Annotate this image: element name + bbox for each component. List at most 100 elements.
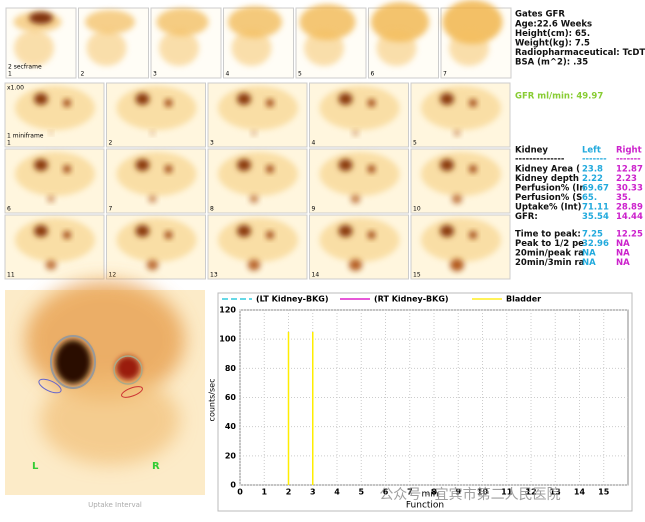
scan-frame: 12 bbox=[106, 214, 206, 280]
scan-frame: 7 bbox=[106, 148, 206, 214]
bladder bbox=[247, 259, 261, 271]
activity bbox=[319, 218, 400, 262]
scan-frame: 6 bbox=[368, 2, 439, 79]
scan-frame: 6 bbox=[4, 148, 105, 214]
activity bbox=[218, 86, 298, 130]
right-kidney bbox=[164, 231, 173, 239]
frame-number: 7 bbox=[443, 71, 447, 78]
frame-caption: 2 secframe bbox=[8, 64, 42, 71]
bladder bbox=[352, 130, 359, 136]
legend-label: (RT Kidney-BKG) bbox=[374, 295, 449, 304]
activity bbox=[218, 218, 298, 262]
x-tick-label: 15 bbox=[598, 488, 610, 497]
activity bbox=[159, 30, 199, 66]
patient-info: Weight(kg): 7.5 bbox=[515, 39, 590, 49]
x-tick-label: 8 bbox=[431, 488, 437, 497]
table-cell: Left bbox=[582, 146, 601, 156]
activity bbox=[319, 152, 400, 196]
activity bbox=[421, 218, 501, 262]
scan-frame: 5 bbox=[295, 4, 367, 79]
legend-label: (LT Kidney-BKG) bbox=[256, 295, 329, 304]
y-axis-label: counts/sec bbox=[208, 379, 217, 422]
table-cell: Kidney depth bbox=[515, 174, 579, 184]
activity bbox=[85, 10, 135, 34]
chart-frame bbox=[217, 292, 633, 512]
table-cell: Kidney Area ( bbox=[515, 165, 580, 175]
table-cell: Peak to 1/2 pe bbox=[515, 239, 584, 249]
frame-number: 6 bbox=[371, 71, 375, 78]
frame-number: 1 bbox=[8, 71, 12, 78]
left-kidney bbox=[440, 225, 454, 237]
right-kidney bbox=[367, 231, 376, 239]
right-kidney bbox=[266, 99, 274, 107]
scan-frame: 8 bbox=[207, 148, 308, 214]
frame-caption: 1 miniframe bbox=[7, 133, 44, 140]
table-cell: NA bbox=[582, 258, 596, 268]
activity bbox=[14, 30, 54, 66]
frame-number: 6 bbox=[7, 206, 11, 213]
right-kidney bbox=[469, 165, 477, 173]
bladder bbox=[146, 259, 159, 271]
right-kidney bbox=[63, 165, 71, 173]
x-tick-label: 7 bbox=[407, 488, 413, 497]
left-kidney bbox=[237, 93, 251, 105]
frame-number: 3 bbox=[210, 140, 214, 147]
right-kidney bbox=[266, 231, 274, 239]
scan-frame: 5 bbox=[410, 82, 511, 148]
table-cell: 2.22 bbox=[582, 174, 603, 184]
activity bbox=[371, 2, 429, 42]
table-cell: Uptake% (Int) bbox=[515, 203, 582, 213]
frame-number: 11 bbox=[7, 272, 15, 279]
table-cell: 71.11 bbox=[582, 203, 609, 213]
table-cell: -------------- bbox=[515, 155, 565, 165]
left-kidney bbox=[338, 93, 353, 105]
table-cell: Right bbox=[616, 146, 642, 156]
activity bbox=[421, 86, 501, 130]
bkg-roi bbox=[38, 378, 62, 394]
bladder bbox=[45, 260, 57, 270]
scan-frame: 2 bbox=[78, 7, 149, 79]
frame-number: 12 bbox=[109, 272, 117, 279]
bkg-roi bbox=[121, 386, 143, 398]
activity bbox=[86, 30, 127, 66]
frame-number: 13 bbox=[210, 272, 218, 279]
x-tick-label: 10 bbox=[477, 488, 489, 497]
right-kidney bbox=[116, 356, 140, 380]
scan-frame: 2 bbox=[106, 82, 206, 148]
scan-frame: 10 bbox=[410, 148, 511, 214]
frame-number: 2 bbox=[109, 140, 113, 147]
side-label: L bbox=[32, 461, 39, 472]
left-kidney bbox=[338, 225, 353, 237]
table-cell: 12.25 bbox=[616, 230, 643, 240]
frame-number: 14 bbox=[312, 272, 320, 279]
frame-number: 4 bbox=[226, 71, 230, 78]
frame-number: 15 bbox=[413, 272, 421, 279]
x-tick-label: 12 bbox=[525, 488, 536, 497]
x-tick-label: 6 bbox=[383, 488, 389, 497]
left-kidney bbox=[55, 340, 91, 384]
frame-number: 7 bbox=[109, 206, 113, 213]
frame-number: 3 bbox=[153, 71, 157, 78]
table-cell: 12.87 bbox=[616, 165, 643, 175]
activity bbox=[228, 6, 282, 38]
table-cell: 30.33 bbox=[616, 184, 643, 194]
bladder bbox=[251, 130, 257, 136]
y-tick-label: 120 bbox=[219, 306, 236, 315]
table-cell: ------- bbox=[616, 155, 641, 165]
scan-frame: 4 bbox=[309, 82, 409, 148]
bladder bbox=[249, 194, 259, 204]
x-tick-label: 14 bbox=[574, 488, 586, 497]
right-kidney bbox=[266, 165, 274, 173]
left-kidney bbox=[135, 225, 150, 237]
y-tick-label: 80 bbox=[225, 364, 237, 373]
left-kidney bbox=[135, 159, 150, 171]
report-title: Gates GFR bbox=[515, 10, 565, 20]
right-kidney bbox=[469, 99, 477, 107]
x-tick-label: 0 bbox=[237, 488, 243, 497]
frame-number: 1 bbox=[7, 140, 11, 147]
activity bbox=[15, 218, 95, 262]
patient-info: Height(cm): 65. bbox=[515, 29, 590, 39]
table-cell: 35.54 bbox=[582, 212, 609, 222]
table-cell: 7.25 bbox=[582, 230, 603, 240]
